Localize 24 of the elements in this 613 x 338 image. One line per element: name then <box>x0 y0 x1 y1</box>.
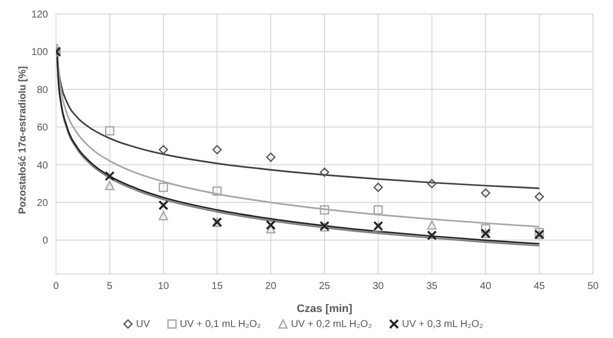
y-tick-label: 100 <box>31 47 48 58</box>
x-tick-label: 45 <box>534 281 546 292</box>
y-tick-label: 40 <box>36 160 48 172</box>
x-tick-label: 25 <box>318 281 330 292</box>
x-tick-label: 50 <box>587 281 599 292</box>
x-tick-label: 30 <box>372 281 384 292</box>
y-tick-label: 80 <box>36 84 48 96</box>
y-axis-title: Pozostałość 17α-estradiolu [%] <box>18 66 29 214</box>
x-tick-label: 20 <box>265 281 277 292</box>
legend-label: UV + 0,2 mL H₂O₂ <box>290 318 372 330</box>
x-tick-label: 35 <box>426 281 438 292</box>
x-tick-label: 40 <box>480 281 492 292</box>
legend-label: UV + 0,3 mL H₂O₂ <box>402 318 483 330</box>
x-tick-label: 15 <box>212 281 224 292</box>
y-tick-label: 120 <box>31 10 48 21</box>
y-tick-label: 20 <box>36 198 48 209</box>
x-tick-label: 0 <box>53 281 60 292</box>
legend-label: UV + 0,1 mL H₂O₂ <box>180 318 261 330</box>
x-tick-label: 5 <box>106 281 113 292</box>
y-tick-label: 0 <box>42 236 48 247</box>
y-tick-label: 60 <box>36 122 48 134</box>
legend-label: UV <box>136 318 150 330</box>
x-axis-title: Czas [min] <box>296 303 353 315</box>
x-tick-label: 10 <box>158 281 170 292</box>
